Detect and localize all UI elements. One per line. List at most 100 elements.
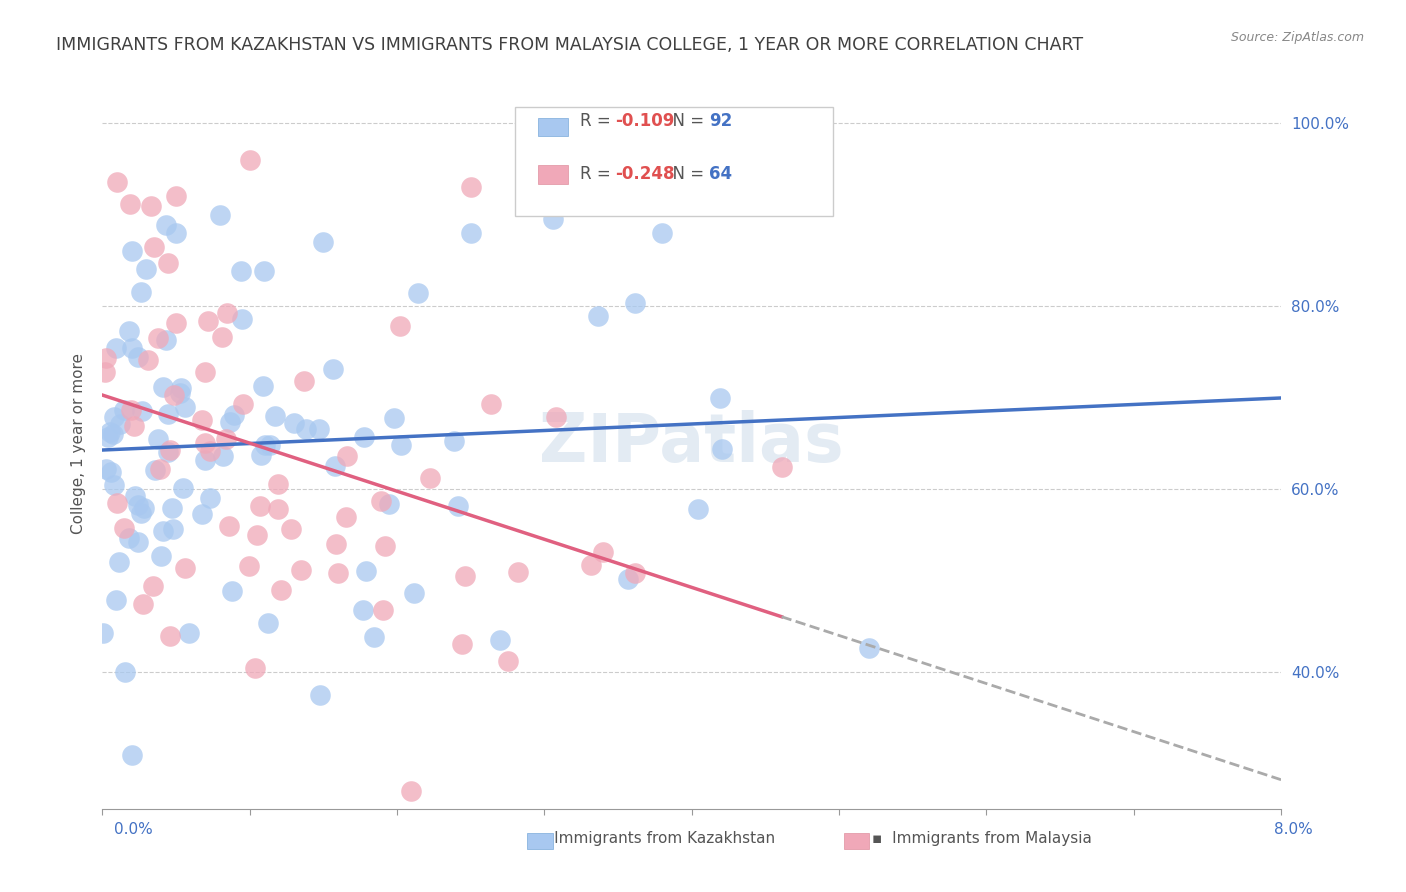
Point bbox=[586, 309, 609, 323]
Point bbox=[215, 432, 238, 446]
Point bbox=[389, 438, 412, 452]
Point bbox=[371, 603, 394, 617]
Point bbox=[354, 564, 377, 578]
Point bbox=[211, 330, 233, 344]
Point bbox=[460, 180, 482, 194]
Point bbox=[103, 409, 125, 424]
Point bbox=[378, 497, 401, 511]
Text: 64: 64 bbox=[710, 165, 733, 183]
Point bbox=[194, 453, 217, 467]
Text: ZIPatlas: ZIPatlas bbox=[540, 410, 844, 476]
Point bbox=[623, 566, 645, 580]
Y-axis label: College, 1 year or more: College, 1 year or more bbox=[72, 352, 86, 533]
Point bbox=[479, 397, 502, 411]
Point bbox=[131, 404, 153, 418]
Point bbox=[94, 462, 117, 476]
Point bbox=[100, 465, 122, 479]
Point bbox=[169, 386, 191, 401]
Point bbox=[232, 396, 254, 410]
Point bbox=[246, 528, 269, 542]
Point bbox=[134, 500, 156, 515]
Point bbox=[335, 509, 357, 524]
Text: -0.248: -0.248 bbox=[614, 165, 675, 183]
Point bbox=[617, 572, 640, 586]
Text: N =: N = bbox=[662, 112, 710, 130]
Point bbox=[122, 419, 145, 434]
Text: 0.0%: 0.0% bbox=[114, 822, 153, 837]
Point bbox=[142, 579, 165, 593]
Point bbox=[149, 462, 172, 476]
Point bbox=[131, 285, 153, 299]
Point bbox=[127, 350, 149, 364]
Point bbox=[294, 375, 316, 389]
Point bbox=[149, 549, 172, 564]
Point bbox=[250, 448, 273, 462]
Point bbox=[91, 626, 114, 640]
Point bbox=[159, 629, 181, 643]
Point bbox=[179, 626, 201, 640]
Point bbox=[388, 319, 411, 334]
Point bbox=[363, 631, 385, 645]
Point bbox=[118, 531, 141, 545]
Point bbox=[155, 219, 177, 233]
Point bbox=[198, 491, 221, 505]
Point bbox=[104, 593, 127, 607]
Point bbox=[194, 435, 217, 450]
Point bbox=[156, 256, 179, 270]
Point bbox=[132, 597, 155, 611]
Point bbox=[121, 342, 143, 356]
Point bbox=[406, 286, 429, 301]
Point bbox=[194, 365, 217, 379]
Point bbox=[374, 539, 396, 553]
Text: 92: 92 bbox=[710, 112, 733, 130]
Point bbox=[165, 226, 187, 240]
Point bbox=[506, 565, 529, 579]
Point bbox=[94, 351, 117, 366]
Point bbox=[157, 407, 180, 421]
Point bbox=[173, 560, 195, 574]
Point bbox=[105, 175, 128, 189]
Point bbox=[352, 603, 374, 617]
Point bbox=[454, 568, 477, 582]
Point bbox=[160, 501, 183, 516]
Text: R =: R = bbox=[579, 165, 616, 183]
Point bbox=[447, 500, 470, 514]
Point bbox=[308, 422, 330, 436]
Point bbox=[401, 783, 423, 797]
Point bbox=[114, 520, 136, 534]
Point bbox=[541, 212, 564, 227]
Text: -0.109: -0.109 bbox=[614, 112, 675, 130]
Text: IMMIGRANTS FROM KAZAKHSTAN VS IMMIGRANTS FROM MALAYSIA COLLEGE, 1 YEAR OR MORE C: IMMIGRANTS FROM KAZAKHSTAN VS IMMIGRANTS… bbox=[56, 36, 1084, 54]
Point bbox=[336, 449, 359, 463]
Point bbox=[127, 534, 149, 549]
Point bbox=[139, 199, 162, 213]
Point bbox=[209, 208, 232, 222]
Point bbox=[496, 654, 519, 668]
Point bbox=[253, 264, 276, 278]
Point bbox=[229, 264, 252, 278]
Point bbox=[143, 463, 166, 477]
Point bbox=[252, 379, 274, 393]
Point bbox=[249, 499, 271, 513]
Point bbox=[121, 244, 143, 259]
Point bbox=[325, 537, 347, 551]
Point bbox=[239, 153, 262, 167]
Point bbox=[283, 416, 305, 430]
Point bbox=[97, 429, 120, 443]
Point bbox=[256, 616, 278, 631]
Point bbox=[105, 496, 128, 510]
FancyBboxPatch shape bbox=[538, 118, 568, 136]
Point bbox=[165, 316, 187, 330]
Point bbox=[419, 471, 441, 485]
Point bbox=[112, 402, 135, 417]
Point bbox=[263, 409, 285, 423]
Point bbox=[309, 688, 332, 702]
Text: ▪  Immigrants from Kazakhstan: ▪ Immigrants from Kazakhstan bbox=[534, 831, 775, 846]
Point bbox=[544, 410, 567, 425]
Point bbox=[270, 583, 292, 598]
Point bbox=[221, 584, 243, 599]
Point bbox=[688, 501, 710, 516]
Point bbox=[114, 665, 136, 679]
Point bbox=[142, 240, 165, 254]
Point bbox=[267, 477, 290, 491]
